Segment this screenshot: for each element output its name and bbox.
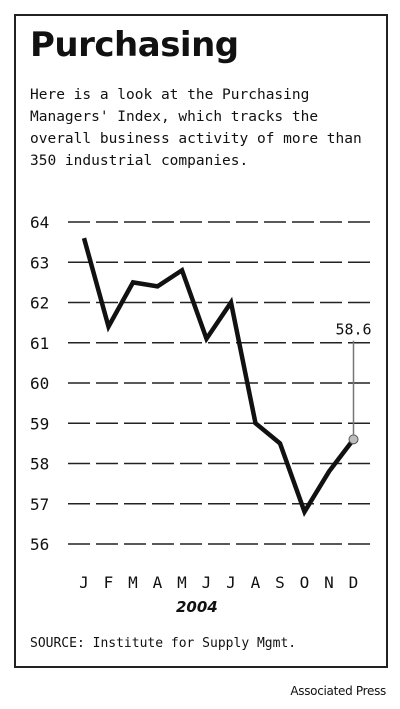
x-tick-label: J [79,573,89,592]
x-tick-label: N [324,573,334,592]
y-tick-label: 61 [30,334,49,353]
y-tick-labels: 56 57 58 59 60 61 62 63 64 [30,213,49,554]
x-tick-label: A [153,573,163,592]
x-tick-label: D [349,573,359,592]
chart-title: Purchasing [30,25,239,65]
chart-description: Here is a look at the Purchasing Manager… [30,87,362,169]
x-axis-label: 2004 [176,598,218,616]
y-tick-label: 57 [30,495,49,514]
credit-line: Associated Press [290,684,386,698]
x-tick-label: M [177,573,187,592]
chart-frame [14,14,388,668]
series-line [81,237,356,517]
x-tick-label: F [104,573,114,592]
y-tick-label: 64 [30,213,49,232]
x-tick-label: S [275,573,285,592]
x-tick-label: J [226,573,236,592]
y-tick-label: 56 [30,535,49,554]
source-note: SOURCE: Institute for Supply Mgmt. [30,636,297,651]
y-tick-label: 62 [30,294,49,313]
y-tick-label: 60 [30,374,49,393]
annotation-layer: 58.6 [335,321,372,445]
series-layer [81,237,356,517]
grid-layer [68,221,372,545]
data-label: 58.6 [335,321,371,339]
data-point-marker [348,434,359,445]
y-tick-label: 58 [30,455,49,474]
x-tick-label: J [202,573,212,592]
y-tick-label: 59 [30,414,49,433]
y-tick-label: 63 [30,253,49,272]
x-tick-label: M [128,573,138,592]
x-tick-label: O [300,573,310,592]
x-tick-label: A [251,573,261,592]
